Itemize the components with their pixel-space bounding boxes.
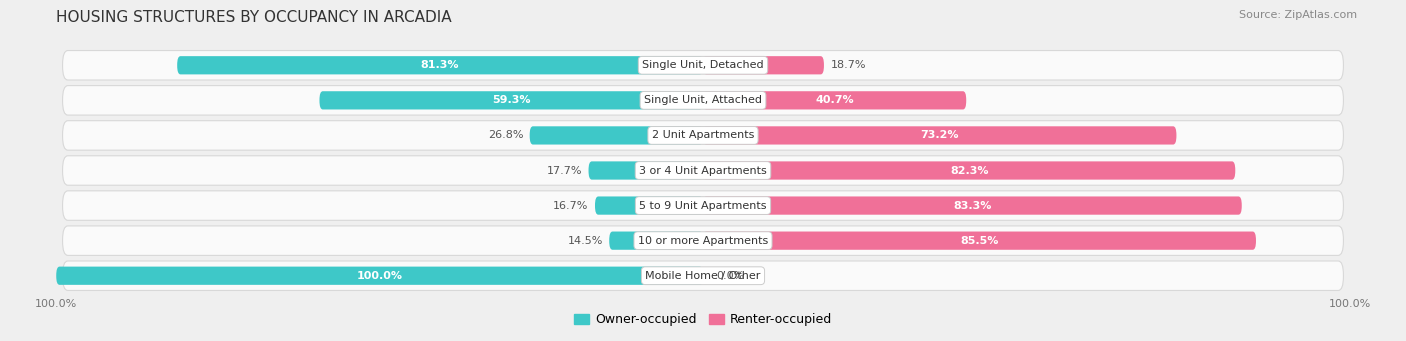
FancyBboxPatch shape (589, 161, 703, 180)
Text: 14.5%: 14.5% (568, 236, 603, 246)
Text: 17.7%: 17.7% (547, 165, 582, 176)
FancyBboxPatch shape (703, 56, 824, 74)
Text: Single Unit, Attached: Single Unit, Attached (644, 95, 762, 105)
Text: 83.3%: 83.3% (953, 201, 991, 211)
FancyBboxPatch shape (703, 91, 966, 109)
FancyBboxPatch shape (609, 232, 703, 250)
Text: 0.0%: 0.0% (716, 271, 744, 281)
Text: 5 to 9 Unit Apartments: 5 to 9 Unit Apartments (640, 201, 766, 211)
FancyBboxPatch shape (63, 191, 1343, 220)
FancyBboxPatch shape (530, 126, 703, 145)
FancyBboxPatch shape (703, 126, 1177, 145)
Text: 100.0%: 100.0% (357, 271, 402, 281)
Text: HOUSING STRUCTURES BY OCCUPANCY IN ARCADIA: HOUSING STRUCTURES BY OCCUPANCY IN ARCAD… (56, 10, 451, 25)
Text: 10 or more Apartments: 10 or more Apartments (638, 236, 768, 246)
FancyBboxPatch shape (63, 86, 1343, 115)
Text: Single Unit, Detached: Single Unit, Detached (643, 60, 763, 70)
FancyBboxPatch shape (63, 261, 1343, 291)
FancyBboxPatch shape (319, 91, 703, 109)
FancyBboxPatch shape (703, 196, 1241, 215)
FancyBboxPatch shape (177, 56, 703, 74)
Text: 85.5%: 85.5% (960, 236, 998, 246)
Text: 3 or 4 Unit Apartments: 3 or 4 Unit Apartments (640, 165, 766, 176)
Text: 2 Unit Apartments: 2 Unit Apartments (652, 130, 754, 140)
FancyBboxPatch shape (63, 156, 1343, 185)
FancyBboxPatch shape (703, 232, 1256, 250)
FancyBboxPatch shape (63, 226, 1343, 255)
Legend: Owner-occupied, Renter-occupied: Owner-occupied, Renter-occupied (568, 308, 838, 331)
FancyBboxPatch shape (63, 50, 1343, 80)
FancyBboxPatch shape (56, 267, 703, 285)
Text: 59.3%: 59.3% (492, 95, 530, 105)
FancyBboxPatch shape (595, 196, 703, 215)
Text: 18.7%: 18.7% (831, 60, 866, 70)
Text: 82.3%: 82.3% (950, 165, 988, 176)
FancyBboxPatch shape (63, 121, 1343, 150)
Text: 40.7%: 40.7% (815, 95, 853, 105)
Text: Mobile Home / Other: Mobile Home / Other (645, 271, 761, 281)
Text: Source: ZipAtlas.com: Source: ZipAtlas.com (1239, 10, 1357, 20)
Text: 26.8%: 26.8% (488, 130, 523, 140)
FancyBboxPatch shape (703, 161, 1236, 180)
Text: 16.7%: 16.7% (553, 201, 589, 211)
Text: 73.2%: 73.2% (921, 130, 959, 140)
Text: 81.3%: 81.3% (420, 60, 460, 70)
